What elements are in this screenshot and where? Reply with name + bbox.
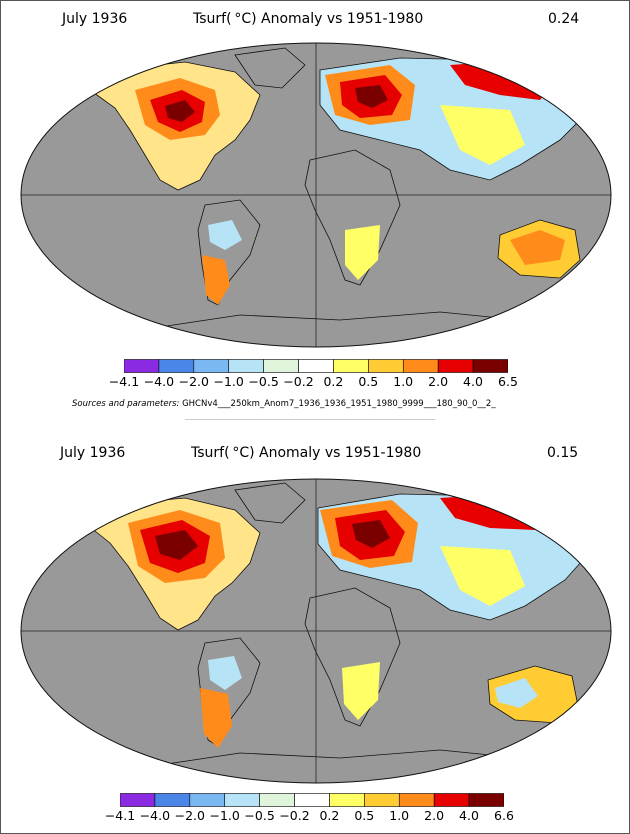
australia-cool bbox=[495, 678, 538, 708]
scale-swatch bbox=[228, 359, 264, 373]
asia-yellow bbox=[440, 105, 525, 165]
scale-label: −4.0 bbox=[139, 808, 171, 823]
scale-swatch bbox=[193, 359, 230, 373]
map-border bbox=[20, 42, 612, 348]
scale-label: 0.2 bbox=[319, 808, 340, 823]
sources-value: GHCNv4___250km_Anom7_1936_1936_1951_1980… bbox=[182, 399, 496, 409]
scale-label: 0.5 bbox=[354, 808, 375, 823]
scale-swatch bbox=[472, 359, 508, 373]
scale-label: −0.2 bbox=[279, 808, 310, 823]
scale-label: 2.0 bbox=[428, 374, 449, 389]
scale-swatch bbox=[402, 359, 439, 373]
scale-swatch bbox=[333, 359, 369, 373]
scale-swatch bbox=[189, 793, 226, 807]
panel-top: July 1936 Tsurf( °C) Anomaly vs 1951-198… bbox=[20, 11, 612, 420]
panel-date: July 1936 bbox=[60, 445, 126, 461]
scale-swatch bbox=[120, 793, 156, 807]
sources-line: Sources and parameters: GHCNv4___250km_A… bbox=[72, 399, 496, 409]
scale-label: 4.0 bbox=[463, 374, 483, 389]
africa-anomaly bbox=[342, 662, 380, 720]
scale-swatch bbox=[398, 793, 435, 807]
map-border bbox=[20, 478, 612, 784]
scale-label: 1.0 bbox=[393, 374, 414, 389]
panel-bottom: July 1936 Tsurf( °C) Anomaly vs 1951-198… bbox=[0, 430, 630, 834]
australia-warm bbox=[510, 230, 565, 265]
greenland bbox=[234, 482, 306, 524]
asia-yellow bbox=[440, 546, 525, 606]
scale-label: −2.0 bbox=[178, 374, 209, 389]
scale-label: 0.5 bbox=[358, 374, 379, 389]
scale-label: −4.1 bbox=[108, 374, 140, 389]
scale-swatch bbox=[294, 793, 330, 807]
sources-label: Sources and parameters: bbox=[72, 399, 180, 409]
sa-anomaly bbox=[200, 688, 232, 748]
scale-swatch bbox=[158, 359, 195, 373]
color-scale bbox=[120, 793, 504, 807]
scale-swatch bbox=[433, 793, 470, 807]
europe-max bbox=[355, 85, 388, 108]
panel-date: July 1936 bbox=[62, 11, 128, 27]
scale-swatch bbox=[364, 793, 400, 807]
na-max-core bbox=[165, 100, 195, 122]
scale-label: −4.1 bbox=[104, 808, 136, 823]
anomaly-map bbox=[20, 42, 612, 348]
scale-swatch bbox=[468, 793, 504, 807]
sa-cool bbox=[208, 220, 242, 250]
na-max-core bbox=[155, 530, 198, 560]
scale-label: −0.5 bbox=[248, 374, 279, 389]
scale-swatch bbox=[154, 793, 191, 807]
scale-label: −4.0 bbox=[143, 374, 175, 389]
scale-swatch bbox=[298, 359, 334, 373]
greenland bbox=[234, 47, 306, 89]
color-scale bbox=[124, 359, 508, 373]
scale-label: −0.2 bbox=[283, 374, 314, 389]
panel-title: Tsurf( °C) Anomaly vs 1951-1980 bbox=[191, 445, 422, 461]
global-mean-value: 0.15 bbox=[547, 445, 579, 461]
scale-label: 2.0 bbox=[424, 808, 445, 823]
africa-anomaly bbox=[345, 225, 380, 280]
scale-label: −0.5 bbox=[244, 808, 275, 823]
scale-swatch bbox=[329, 793, 365, 807]
anomaly-map bbox=[20, 478, 612, 784]
scale-label: −1.0 bbox=[213, 374, 244, 389]
scale-swatch bbox=[263, 359, 299, 373]
separator bbox=[185, 419, 435, 420]
panel-title: Tsurf( °C) Anomaly vs 1951-1980 bbox=[193, 11, 424, 27]
scale-label: 6.6 bbox=[494, 808, 514, 823]
scale-swatch bbox=[224, 793, 260, 807]
scale-swatch bbox=[259, 793, 295, 807]
scale-swatch bbox=[124, 359, 160, 373]
scale-label: −1.0 bbox=[209, 808, 240, 823]
sa-anomaly bbox=[202, 255, 230, 305]
scale-swatch bbox=[368, 359, 404, 373]
scale-swatch bbox=[437, 359, 474, 373]
sa-cool bbox=[208, 656, 242, 690]
scale-label: 0.2 bbox=[323, 374, 344, 389]
scale-label: 4.0 bbox=[459, 808, 479, 823]
scale-label: −2.0 bbox=[174, 808, 205, 823]
scale-label: 6.5 bbox=[498, 374, 518, 389]
europe-max bbox=[352, 520, 390, 548]
scale-label: 1.0 bbox=[389, 808, 410, 823]
global-mean-value: 0.24 bbox=[548, 11, 580, 27]
